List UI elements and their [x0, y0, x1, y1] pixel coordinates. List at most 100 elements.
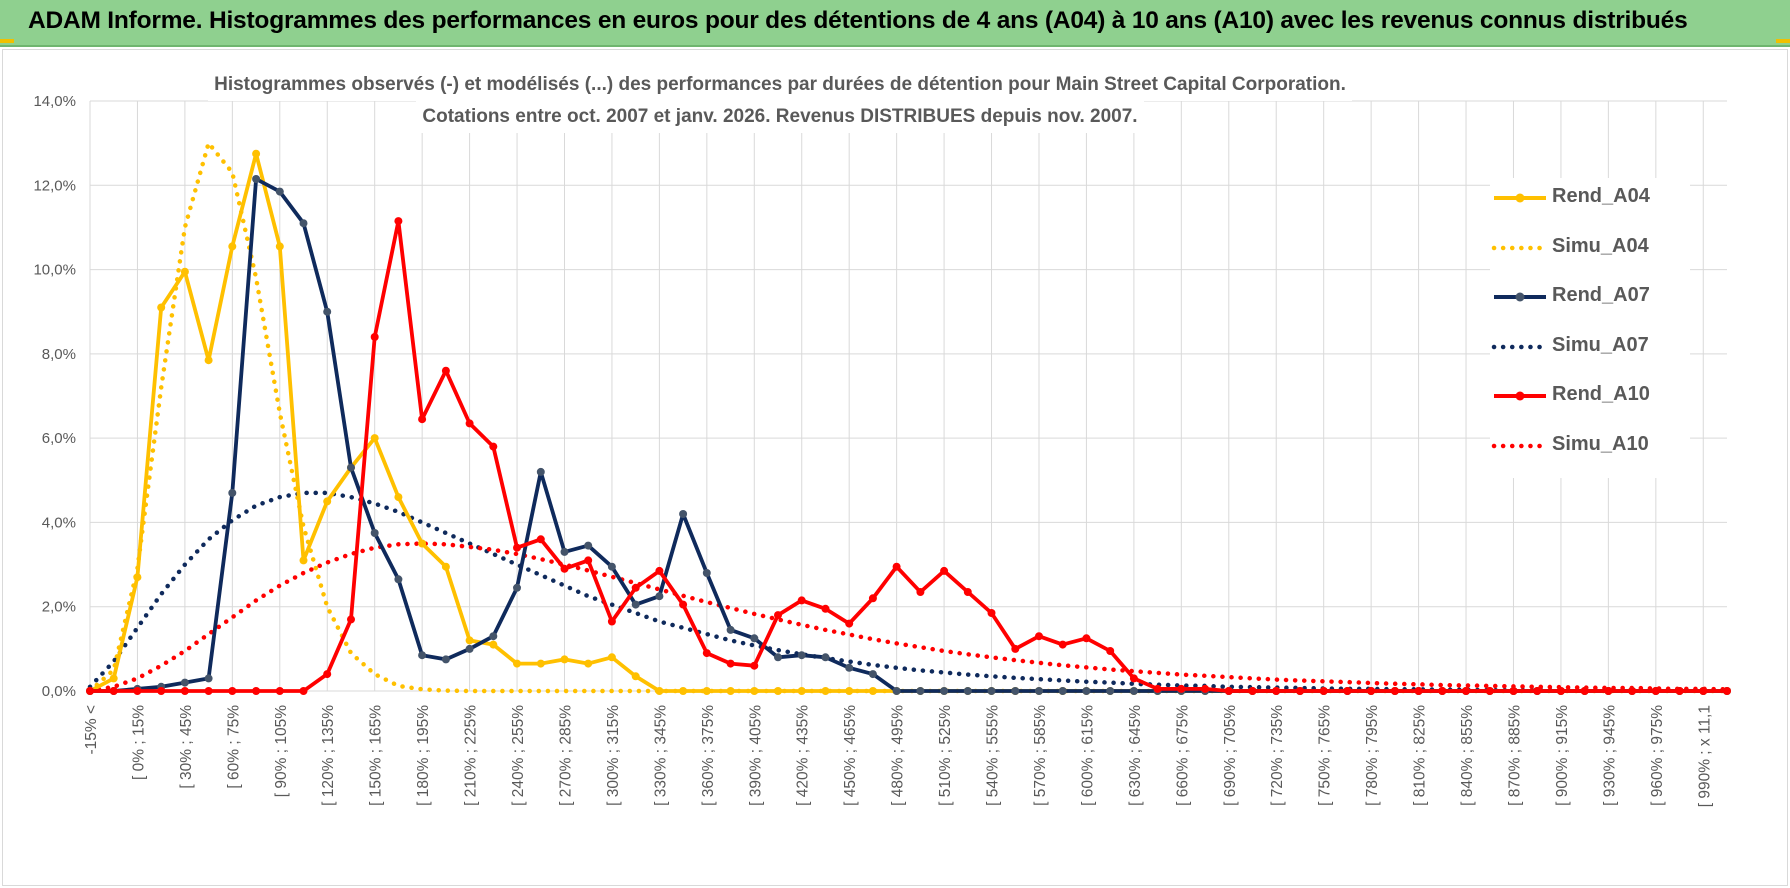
data-point-rend-a04: [655, 687, 664, 695]
data-point-rend-a10: [1319, 687, 1328, 695]
data-point-rend-a04: [180, 267, 189, 276]
data-point-rend-a07: [892, 687, 901, 695]
x-tick-label: [ 90% ; 105%: [273, 705, 290, 797]
data-point-rend-a04: [513, 659, 521, 668]
data-point-rend-a10: [560, 564, 569, 573]
data-point-rend-a10: [1699, 687, 1708, 695]
data-point-rend-a10: [655, 566, 664, 575]
data-point-rend-a10: [228, 687, 237, 695]
data-point-rend-a10: [1604, 687, 1613, 695]
data-point-rend-a07: [797, 651, 806, 660]
data-point-rend-a04: [845, 687, 854, 695]
x-tick-label: [ 420% ; 435%: [795, 705, 812, 806]
data-point-rend-a04: [299, 556, 308, 565]
data-point-rend-a10: [916, 588, 925, 596]
x-tick-label: -15% <: [83, 705, 100, 755]
data-point-rend-a10: [1248, 687, 1257, 695]
data-point-rend-a10: [204, 687, 213, 695]
legend-item-rend-a07: Rend_A07: [1490, 284, 1690, 310]
x-tick-label: [ 990% ; x 11,1: [1696, 705, 1713, 807]
data-point-rend-a10: [1035, 632, 1043, 641]
data-point-rend-a07: [252, 175, 261, 183]
data-point-rend-a07: [204, 674, 213, 683]
data-point-rend-a04: [157, 303, 166, 312]
data-point-rend-a04: [750, 687, 759, 695]
data-point-rend-a10: [1485, 687, 1494, 695]
data-point-rend-a04: [370, 434, 379, 443]
series-line-simu-a04: [87, 140, 1730, 694]
legend-item-simu-a10: Simu_A10: [1490, 433, 1690, 459]
legend-label-simu-a07: Simu_A07: [1552, 334, 1649, 356]
data-point-rend-a04: [323, 497, 332, 506]
data-point-rend-a04: [394, 493, 403, 502]
data-point-rend-a10: [1343, 687, 1352, 695]
data-point-rend-a10: [347, 615, 355, 624]
chart-title-block: Histogrammes observés (-) et modélisés (…: [160, 69, 1400, 133]
data-point-rend-a10: [180, 687, 189, 695]
data-point-rend-a07: [1106, 687, 1115, 695]
data-point-rend-a07: [916, 687, 925, 695]
data-point-rend-a04: [418, 539, 427, 548]
data-point-rend-a04: [821, 687, 830, 695]
data-point-rend-a04: [109, 674, 118, 683]
chart-frame: [2, 49, 1788, 886]
data-point-rend-a10: [584, 556, 593, 565]
data-point-rend-a04: [631, 672, 640, 681]
data-point-rend-a10: [1580, 687, 1589, 695]
data-point-rend-a07: [1058, 687, 1067, 695]
data-point-rend-a07: [560, 547, 569, 556]
y-tick-label: 12,0%: [33, 177, 76, 194]
data-point-rend-a04: [607, 653, 616, 662]
legend-swatch-rend-a07: [1494, 292, 1546, 302]
data-point-rend-a07: [370, 529, 379, 537]
x-tick-label: [ 300% ; 315%: [605, 705, 622, 806]
legend: Rend_A04 Simu_A04 Rend_A07 Simu_A07 Rend…: [1490, 178, 1690, 478]
data-point-rend-a10: [157, 687, 166, 695]
data-point-rend-a07: [774, 653, 782, 662]
legend-swatch-rend-a04: [1494, 193, 1546, 203]
data-point-rend-a04: [252, 149, 261, 158]
data-point-rend-a10: [418, 415, 427, 424]
data-point-rend-a10: [750, 661, 759, 670]
data-point-rend-a07: [418, 651, 427, 660]
legend-item-rend-a04: Rend_A04: [1490, 185, 1690, 211]
banner-title: ADAM Informe. Histogrammes des performan…: [28, 7, 1688, 34]
data-point-rend-a10: [370, 333, 379, 341]
x-tick-label: [ 210% ; 225%: [463, 705, 480, 806]
data-point-rend-a04: [228, 242, 237, 251]
data-point-rend-a10: [1129, 674, 1138, 683]
data-point-rend-a07: [584, 541, 593, 550]
data-point-rend-a04: [536, 659, 545, 668]
data-point-rend-a10: [489, 442, 498, 451]
x-tick-label: [ 690% ; 705%: [1222, 705, 1239, 806]
data-point-rend-a04: [868, 687, 877, 695]
x-tick-label: [ 270% ; 285%: [557, 705, 574, 806]
data-point-rend-a10: [1082, 634, 1091, 643]
data-point-rend-a10: [133, 687, 142, 695]
x-tick-label: [ 240% ; 255%: [510, 705, 527, 806]
x-tick-label: [ 600% ; 615%: [1079, 705, 1096, 806]
x-tick-label: [ 630% ; 645%: [1127, 705, 1144, 806]
data-point-rend-a07: [323, 307, 332, 316]
y-tick-label: 2,0%: [42, 599, 76, 616]
data-point-rend-a07: [465, 644, 474, 653]
data-point-rend-a07: [275, 187, 284, 196]
legend-swatch-simu-a07: [1491, 344, 1549, 350]
x-tick-label: [ 900% ; 915%: [1554, 705, 1571, 806]
data-point-rend-a10: [1628, 687, 1637, 695]
x-tick-label: [ 450% ; 465%: [842, 705, 859, 806]
data-point-rend-a10: [607, 617, 616, 626]
data-point-rend-a10: [821, 604, 830, 613]
data-point-rend-a10: [275, 687, 284, 695]
data-point-rend-a07: [180, 678, 189, 687]
data-point-rend-a04: [465, 636, 474, 645]
data-point-rend-a07: [631, 600, 640, 609]
x-tick-label: [ 150% ; 165%: [368, 705, 385, 806]
legend-item-simu-a04: Simu_A04: [1490, 235, 1690, 261]
data-point-rend-a10: [513, 543, 521, 552]
legend-label-rend-a04: Rend_A04: [1552, 185, 1650, 207]
data-point-rend-a10: [1011, 644, 1020, 653]
banner-corner-left: [0, 39, 14, 43]
data-point-rend-a07: [702, 569, 711, 577]
data-point-rend-a10: [1675, 687, 1684, 695]
